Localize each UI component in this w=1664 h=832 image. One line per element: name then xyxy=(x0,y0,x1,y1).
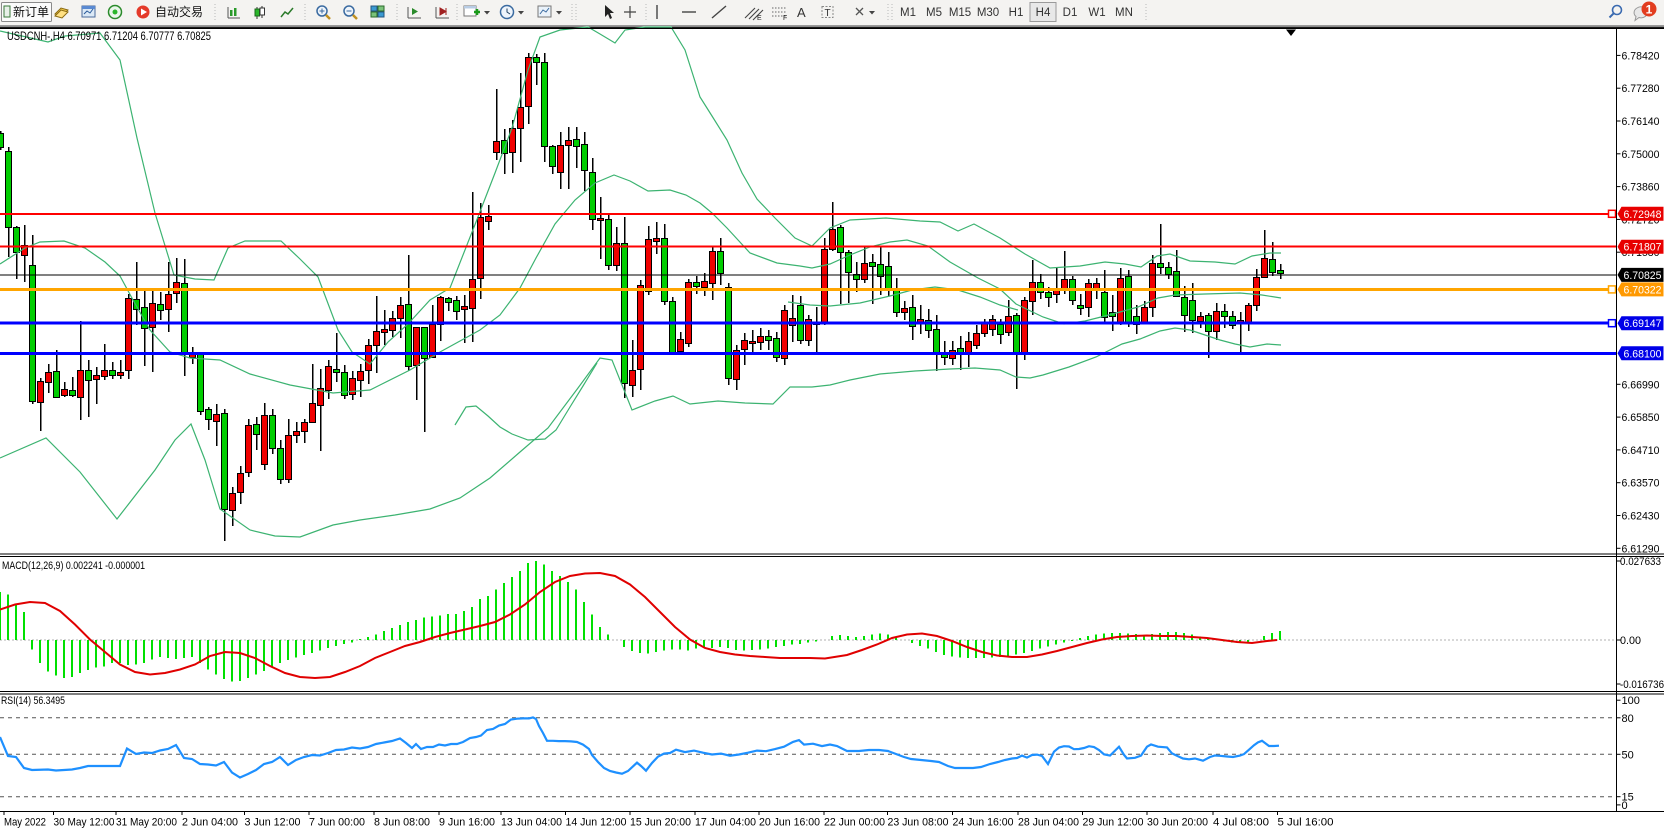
svg-text:17 Jun 04:00: 17 Jun 04:00 xyxy=(695,817,756,829)
svg-text:80: 80 xyxy=(1622,713,1634,725)
svg-text:D1: D1 xyxy=(1063,7,1078,19)
svg-text:May 2022: May 2022 xyxy=(4,817,46,829)
svg-text:W1: W1 xyxy=(1088,7,1105,19)
svg-text:T: T xyxy=(825,8,831,19)
svg-text:0: 0 xyxy=(1622,800,1628,812)
svg-text:100: 100 xyxy=(1622,695,1640,707)
svg-text:4 Jul 08:00: 4 Jul 08:00 xyxy=(1213,817,1269,829)
svg-text:23 Jun 08:00: 23 Jun 08:00 xyxy=(888,817,949,829)
svg-text:24 Jun 16:00: 24 Jun 16:00 xyxy=(953,817,1014,829)
svg-text:RSI(14) 56.3495: RSI(14) 56.3495 xyxy=(1,695,65,707)
svg-text:22 Jun 00:00: 22 Jun 00:00 xyxy=(824,817,885,829)
svg-text:新订单: 新订单 xyxy=(13,4,49,19)
svg-text:50: 50 xyxy=(1622,749,1634,761)
svg-text:6.70322: 6.70322 xyxy=(1624,284,1662,296)
svg-text:15 Jun 20:00: 15 Jun 20:00 xyxy=(630,817,691,829)
svg-text:8 Jun 08:00: 8 Jun 08:00 xyxy=(374,817,430,829)
svg-text:29 Jun 12:00: 29 Jun 12:00 xyxy=(1083,817,1144,829)
svg-text:6.69147: 6.69147 xyxy=(1624,318,1662,330)
svg-text:6.63570: 6.63570 xyxy=(1622,478,1660,490)
svg-text:1: 1 xyxy=(1646,3,1653,17)
svg-text:6.71807: 6.71807 xyxy=(1624,242,1662,254)
svg-text:MACD(12,26,9) 0.002241 -0.0000: MACD(12,26,9) 0.002241 -0.000001 xyxy=(2,560,145,572)
svg-text:20 Jun 16:00: 20 Jun 16:00 xyxy=(759,817,820,829)
svg-text:15: 15 xyxy=(1622,792,1634,804)
svg-text:F: F xyxy=(783,15,787,22)
svg-text:3 Jun 12:00: 3 Jun 12:00 xyxy=(245,817,301,829)
svg-text:6.68100: 6.68100 xyxy=(1624,348,1662,360)
svg-text:A: A xyxy=(797,5,806,20)
svg-text:6.64710: 6.64710 xyxy=(1622,445,1660,457)
svg-text:30 Jun 20:00: 30 Jun 20:00 xyxy=(1147,817,1208,829)
svg-text:14 Jun 12:00: 14 Jun 12:00 xyxy=(566,817,627,829)
svg-text:自动交易: 自动交易 xyxy=(155,4,203,19)
svg-text:6.78420: 6.78420 xyxy=(1622,50,1660,62)
svg-text:H4: H4 xyxy=(1036,7,1051,19)
svg-text:-0.016736: -0.016736 xyxy=(1620,679,1664,691)
svg-text:0.027633: 0.027633 xyxy=(1620,556,1661,568)
svg-text:USDCNH-,H4 6.70971 6.71204 6.: USDCNH-,H4 6.70971 6.71204 6.70777 6.708… xyxy=(7,29,211,43)
svg-text:E: E xyxy=(757,15,762,22)
svg-text:M5: M5 xyxy=(926,7,942,19)
svg-text:28 Jun 04:00: 28 Jun 04:00 xyxy=(1018,817,1079,829)
svg-text:6.66990: 6.66990 xyxy=(1622,379,1660,391)
svg-text:M15: M15 xyxy=(949,7,971,19)
svg-text:6.61290: 6.61290 xyxy=(1622,543,1660,555)
svg-text:6.70825: 6.70825 xyxy=(1624,270,1662,282)
svg-text:H1: H1 xyxy=(1009,7,1024,19)
svg-text:6.72948: 6.72948 xyxy=(1624,209,1662,221)
svg-text:MN: MN xyxy=(1115,7,1133,19)
svg-text:6.76140: 6.76140 xyxy=(1622,116,1660,128)
svg-text:M30: M30 xyxy=(977,7,999,19)
svg-text:6.62430: 6.62430 xyxy=(1622,511,1660,523)
svg-text:9 Jun 16:00: 9 Jun 16:00 xyxy=(439,817,495,829)
svg-text:6.77280: 6.77280 xyxy=(1622,83,1660,95)
svg-text:2 Jun 04:00: 2 Jun 04:00 xyxy=(182,817,238,829)
svg-text:6.65850: 6.65850 xyxy=(1622,412,1660,424)
svg-text:5 Jul 16:00: 5 Jul 16:00 xyxy=(1278,817,1334,829)
svg-text:13 Jun 04:00: 13 Jun 04:00 xyxy=(501,817,562,829)
svg-text:31 May 20:00: 31 May 20:00 xyxy=(116,817,177,829)
svg-text:M1: M1 xyxy=(900,7,916,19)
svg-text:30 May 12:00: 30 May 12:00 xyxy=(54,817,115,829)
svg-text:6.73860: 6.73860 xyxy=(1622,182,1660,194)
svg-text:7 Jun 00:00: 7 Jun 00:00 xyxy=(309,817,365,829)
svg-text:0.00: 0.00 xyxy=(1620,635,1641,647)
svg-text:6.75000: 6.75000 xyxy=(1622,149,1660,161)
